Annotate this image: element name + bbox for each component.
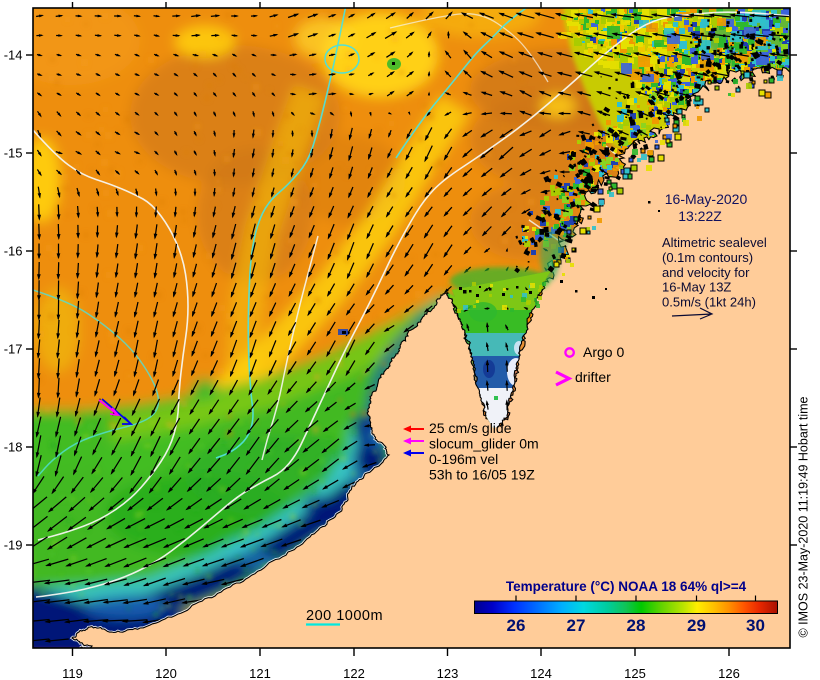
svg-text:-18: -18 [4, 440, 23, 455]
svg-text:124: 124 [530, 666, 552, 680]
svg-text:© IMOS 23-May-2020 11:19:49 Ho: © IMOS 23-May-2020 11:19:49 Hobart time [797, 396, 811, 637]
svg-text:0-196m vel: 0-196m vel [429, 451, 498, 467]
svg-text:119: 119 [62, 666, 83, 680]
svg-text:121: 121 [249, 666, 271, 680]
svg-text:125: 125 [624, 666, 646, 680]
svg-text:Argo 0: Argo 0 [583, 344, 624, 360]
svg-text:-17: -17 [4, 342, 23, 357]
svg-text:0.5m/s (1kt 24h): 0.5m/s (1kt 24h) [662, 295, 756, 310]
svg-text:26: 26 [507, 616, 526, 635]
svg-text:122: 122 [343, 666, 365, 680]
svg-text:-19: -19 [4, 538, 23, 553]
svg-text:-14: -14 [4, 48, 23, 63]
svg-text:123: 123 [437, 666, 459, 680]
svg-text:200 1000m: 200 1000m [306, 608, 383, 624]
svg-text:-16: -16 [4, 244, 23, 259]
svg-text:13:22Z: 13:22Z [678, 208, 722, 224]
svg-text:16-May 13Z: 16-May 13Z [662, 280, 731, 295]
svg-text:drifter: drifter [575, 369, 611, 385]
svg-text:28: 28 [627, 616, 646, 635]
svg-text:(0.1m contours): (0.1m contours) [662, 250, 753, 265]
svg-text:120: 120 [155, 666, 177, 680]
svg-text:27: 27 [567, 616, 586, 635]
svg-text:and velocity for: and velocity for [662, 265, 750, 280]
svg-text:25 cm/s glide: 25 cm/s glide [429, 420, 512, 436]
svg-text:slocum_glider 0m: slocum_glider 0m [429, 436, 539, 452]
svg-text:126: 126 [718, 666, 740, 680]
svg-text:Temperature (°C) NOAA 18 64% q: Temperature (°C) NOAA 18 64% ql>=4 [506, 579, 747, 594]
svg-text:16-May-2020: 16-May-2020 [665, 191, 748, 207]
svg-text:Altimetric sealevel: Altimetric sealevel [662, 235, 767, 250]
svg-text:53h to 16/05 19Z: 53h to 16/05 19Z [429, 467, 535, 483]
svg-text:30: 30 [746, 616, 765, 635]
svg-text:29: 29 [687, 616, 706, 635]
svg-text:-15: -15 [4, 146, 23, 161]
